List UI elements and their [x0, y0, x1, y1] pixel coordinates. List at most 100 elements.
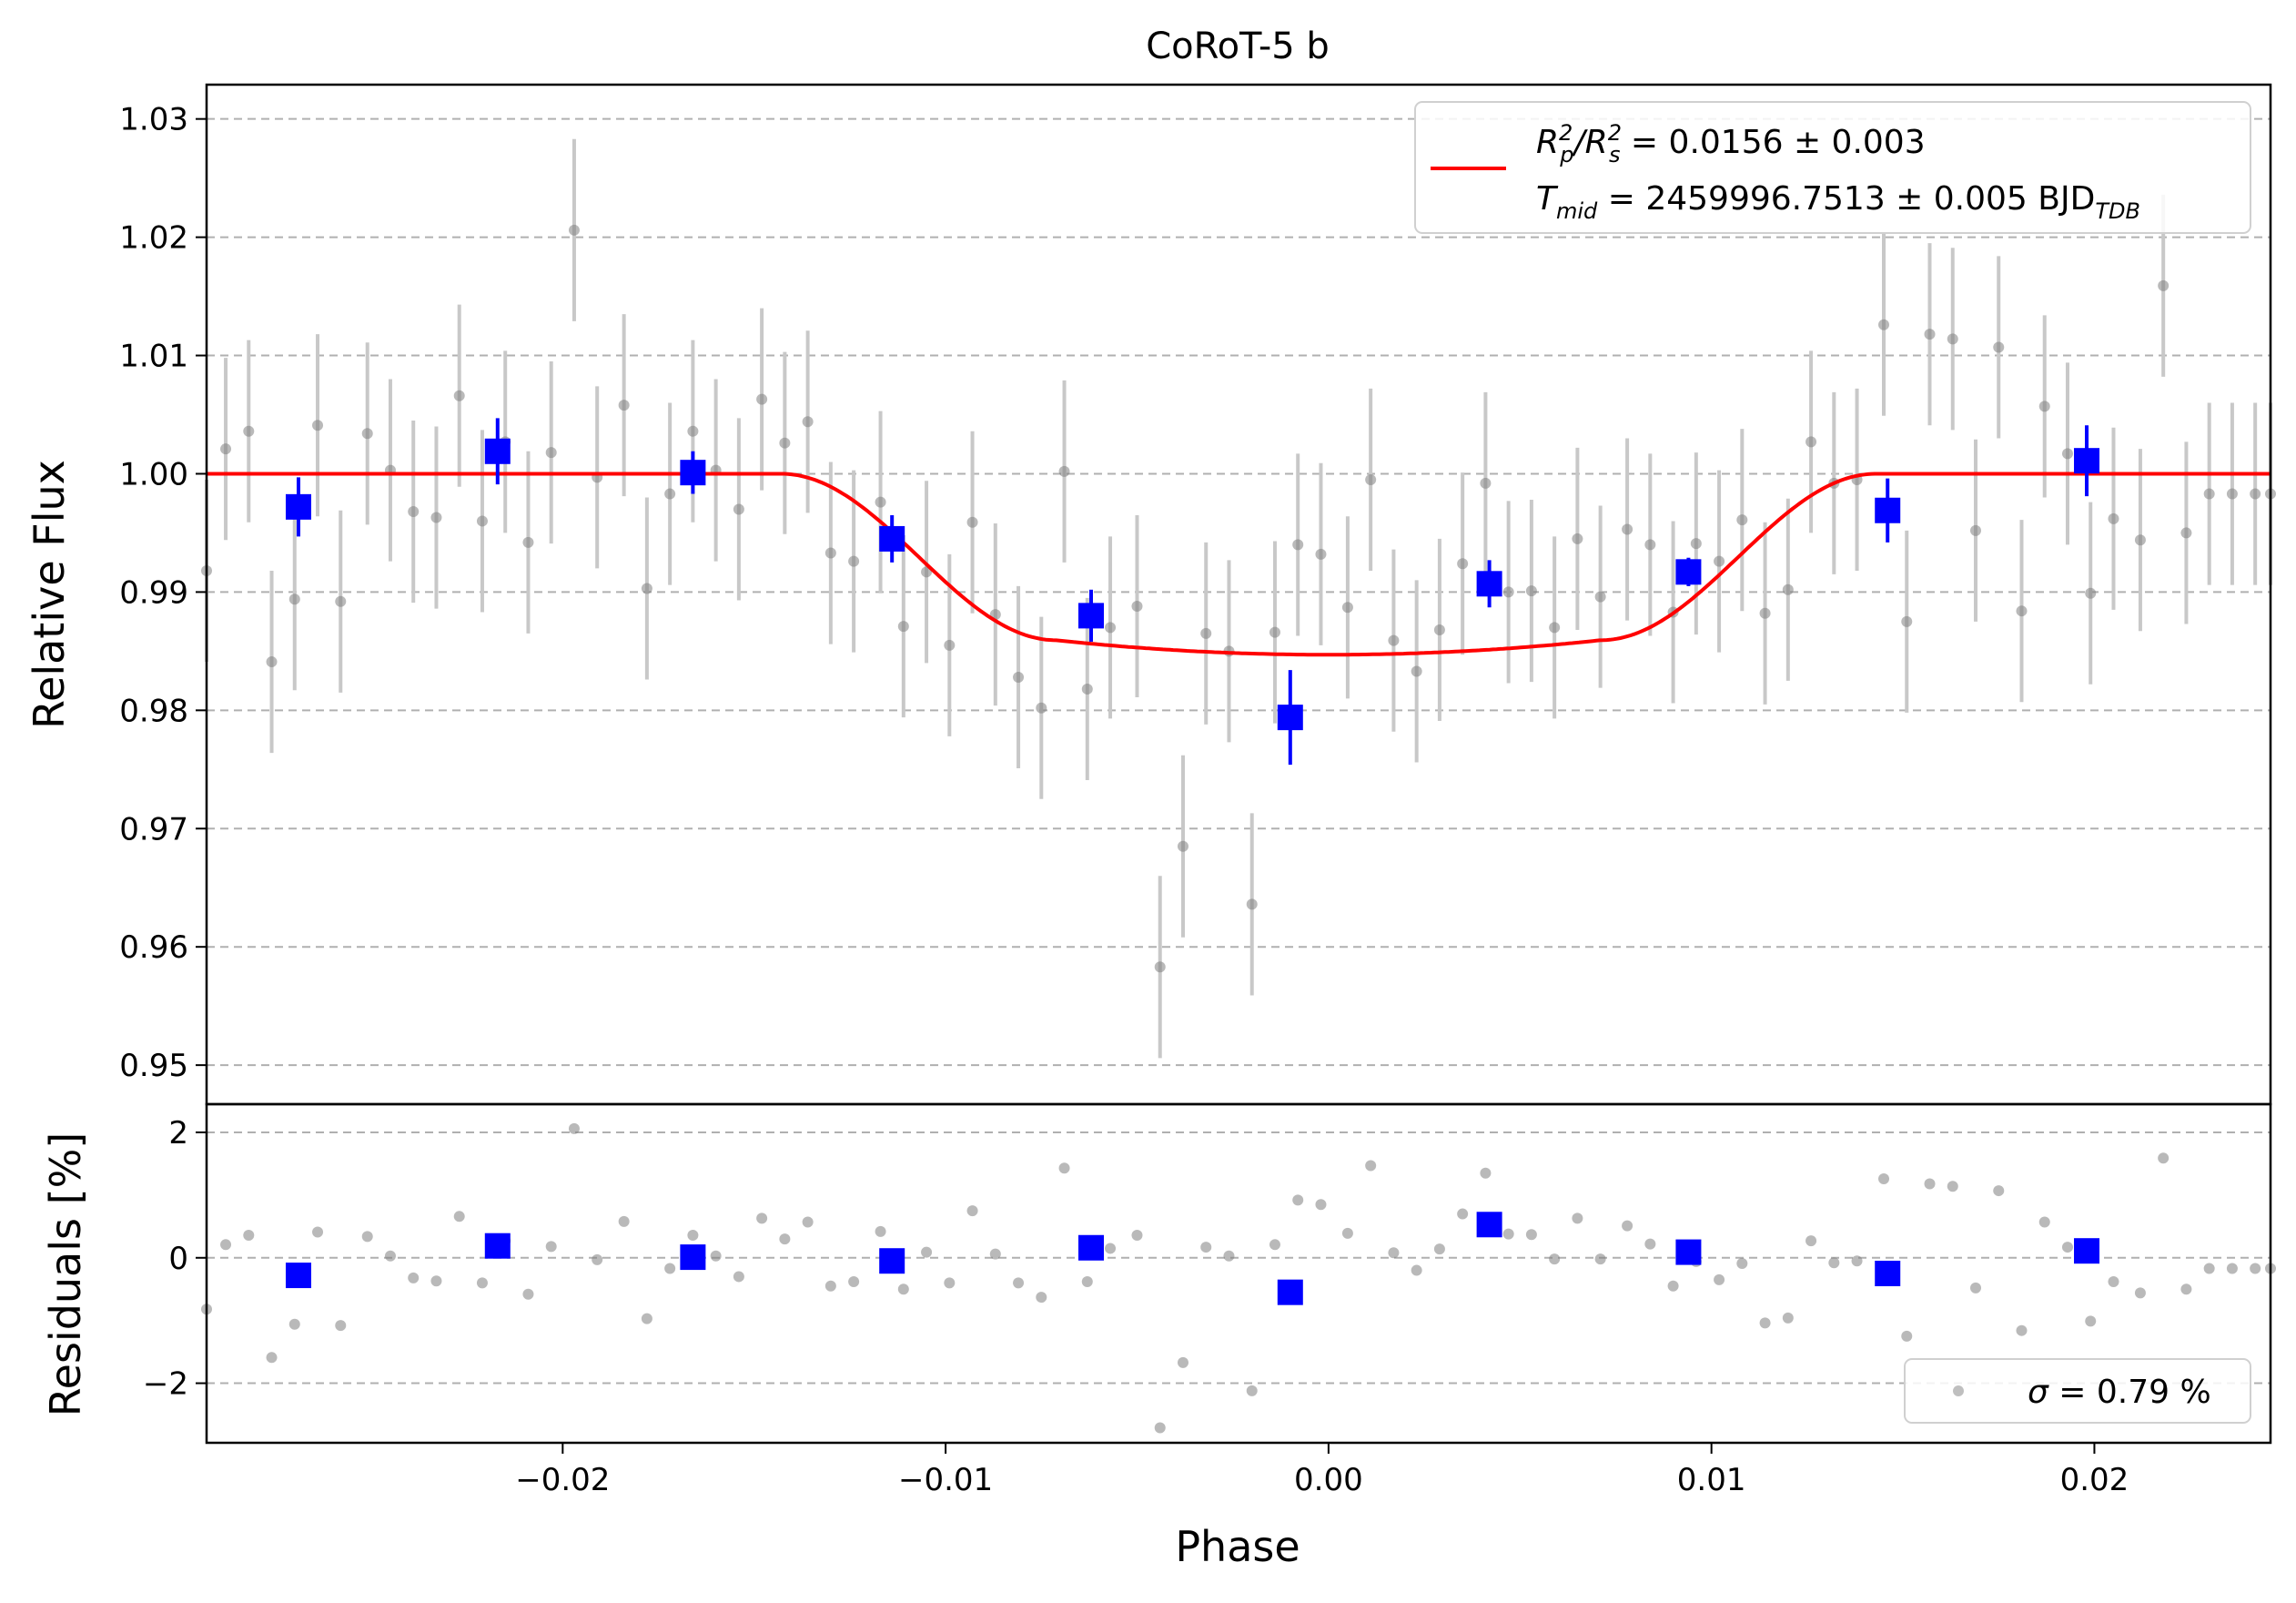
raw-point: [1058, 465, 1070, 477]
raw-point: [897, 621, 909, 633]
raw-residual-point: [2108, 1275, 2119, 1287]
raw-point: [944, 639, 956, 651]
raw-residual-point: [1388, 1247, 1400, 1259]
binned-residual-point: [1875, 1261, 1901, 1286]
raw-residual-point: [220, 1239, 232, 1251]
y-tick-label: 1.03: [119, 102, 188, 138]
raw-residual-point: [1644, 1238, 1656, 1250]
raw-residual-point: [2180, 1283, 2192, 1295]
raw-point: [1292, 539, 1304, 551]
raw-residual-point: [361, 1231, 373, 1243]
raw-point: [2180, 527, 2192, 539]
raw-residual-point: [2061, 1242, 2073, 1253]
raw-point: [875, 496, 886, 508]
raw-point: [2108, 512, 2119, 524]
raw-residual-point: [966, 1205, 978, 1217]
raw-residual-point: [710, 1250, 722, 1262]
top-gridlines: [207, 117, 2271, 1067]
raw-point: [545, 447, 557, 459]
binned-residual-point: [484, 1233, 511, 1259]
raw-point: [1177, 840, 1188, 852]
raw-point: [756, 393, 768, 405]
raw-residual-point: [2016, 1324, 2028, 1336]
raw-point: [2085, 587, 2097, 599]
raw-point: [1502, 586, 1514, 598]
raw-residual-point: [618, 1215, 630, 1227]
raw-residual-point: [476, 1277, 488, 1289]
raw-point: [1525, 585, 1537, 597]
legend-sigma: σ = 0.79 %: [2028, 1374, 2211, 1411]
raw-residual-point: [1924, 1178, 1936, 1190]
raw-residual-point: [288, 1318, 300, 1330]
raw-point: [1901, 615, 1913, 627]
x-tick-label: 0.02: [2060, 1462, 2129, 1498]
raw-residual-point: [824, 1280, 836, 1292]
binned-residual-point: [1277, 1279, 1303, 1305]
raw-point: [1622, 523, 1633, 535]
binned-point: [1875, 497, 1901, 523]
y-tick-label: 1.00: [119, 456, 188, 492]
raw-point: [1269, 626, 1280, 638]
raw-residual-point: [1292, 1194, 1304, 1206]
raw-point: [1154, 961, 1166, 973]
raw-point: [2158, 279, 2170, 291]
raw-residual-point: [1223, 1250, 1235, 1262]
binned-residual-point: [680, 1244, 706, 1271]
raw-residual-point: [1433, 1243, 1445, 1255]
raw-residual-point: [1480, 1167, 1492, 1179]
raw-point: [779, 437, 791, 449]
raw-point: [1782, 583, 1794, 595]
raw-residual-point: [1525, 1229, 1537, 1241]
raw-residual-point: [1549, 1253, 1561, 1265]
raw-flux-points: [201, 138, 2276, 1059]
raw-point: [1105, 622, 1117, 634]
raw-point: [312, 420, 324, 431]
raw-point: [1549, 622, 1561, 634]
raw-point: [1878, 319, 1890, 330]
raw-point: [453, 390, 465, 401]
raw-point: [733, 503, 744, 515]
raw-residual-point: [687, 1229, 699, 1241]
raw-point: [1480, 477, 1492, 489]
binned-point: [1675, 559, 1702, 585]
legend-residual-marker: [1953, 1385, 1964, 1396]
bottom-gridlines: [207, 1131, 2271, 1385]
y-tick-label: 2: [168, 1115, 188, 1152]
x-tick-label: −0.02: [515, 1462, 610, 1498]
raw-residual-point: [2038, 1216, 2050, 1228]
raw-residual-point: [1036, 1292, 1047, 1304]
raw-point: [1594, 591, 1606, 603]
binned-point: [1078, 603, 1104, 629]
raw-point: [476, 515, 488, 527]
raw-residual-point: [1851, 1255, 1863, 1267]
raw-residual-point: [592, 1253, 603, 1265]
raw-residual-point: [1457, 1208, 1469, 1220]
residuals-panel: −2 0 2 −0.02 −0.01 0.00 0.01 0.02 Residuals [%…: [41, 1102, 2276, 1571]
binned-residual-point: [1078, 1234, 1104, 1261]
raw-point: [2016, 605, 2028, 617]
raw-residual-point: [989, 1248, 1001, 1260]
raw-point: [266, 656, 278, 668]
raw-point: [1411, 665, 1422, 677]
raw-point: [1690, 538, 1702, 550]
raw-point: [966, 516, 978, 528]
raw-point: [2061, 448, 2073, 460]
raw-residual-point: [384, 1250, 396, 1262]
raw-residual-point: [848, 1275, 860, 1287]
binned-residual-point: [879, 1248, 905, 1274]
raw-residual-point: [266, 1352, 278, 1364]
raw-point: [361, 428, 373, 440]
raw-point: [1947, 333, 1958, 345]
raw-point: [664, 488, 676, 500]
y-tick-label: 1.02: [119, 220, 188, 257]
raw-residual-point: [1269, 1239, 1280, 1251]
raw-residual-point: [1177, 1356, 1188, 1368]
raw-residual-point: [1315, 1199, 1327, 1211]
raw-residual-point: [641, 1313, 652, 1324]
x-tick-label: −0.01: [898, 1462, 993, 1498]
raw-residual-point: [1667, 1280, 1679, 1292]
raw-residual-point: [1759, 1317, 1771, 1329]
raw-point: [687, 425, 699, 437]
transit-model-curve: [207, 472, 2271, 657]
raw-residual-point: [430, 1275, 442, 1287]
